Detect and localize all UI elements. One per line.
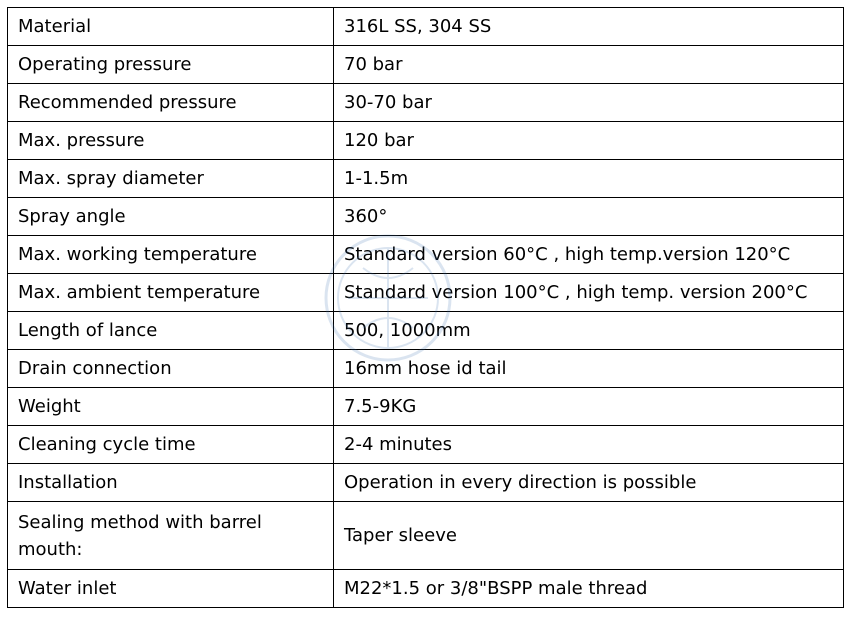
table-row: Weight 7.5-9KG [7, 387, 844, 426]
row-label: Installation [7, 463, 334, 502]
row-label: Length of lance [7, 311, 334, 350]
table-row: Max. pressure 120 bar [7, 121, 844, 160]
row-label: Material [7, 7, 334, 46]
table-row: Max. ambient temperature Standard versio… [7, 273, 844, 312]
row-value: 7.5-9KG [333, 387, 844, 426]
table-row: Max. spray diameter 1-1.5m [7, 159, 844, 198]
row-value: 16mm hose id tail [333, 349, 844, 388]
table-row: Installation Operation in every directio… [7, 463, 844, 502]
table-row: Cleaning cycle time 2-4 minutes [7, 425, 844, 464]
row-value: 360° [333, 197, 844, 236]
row-value: 120 bar [333, 121, 844, 160]
row-label: Spray angle [7, 197, 334, 236]
table-row: Max. working temperature Standard versio… [7, 235, 844, 274]
row-value: 316L SS, 304 SS [333, 7, 844, 46]
row-label: Cleaning cycle time [7, 425, 334, 464]
table-row: Recommended pressure 30-70 bar [7, 83, 844, 122]
row-value: 70 bar [333, 45, 844, 84]
table-row: Water inlet M22*1.5 or 3/8"BSPP male thr… [7, 569, 844, 608]
row-value: Operation in every direction is possible [333, 463, 844, 502]
row-value: 30-70 bar [333, 83, 844, 122]
row-label: Max. pressure [7, 121, 334, 160]
table-row: Length of lance 500, 1000mm [7, 311, 844, 350]
row-value: Taper sleeve [333, 501, 844, 570]
table-row: Material 316L SS, 304 SS [7, 7, 844, 46]
row-value: M22*1.5 or 3/8"BSPP male thread [333, 569, 844, 608]
row-value: Standard version 60°C , high temp.versio… [333, 235, 844, 274]
row-label: Operating pressure [7, 45, 334, 84]
table-row: Operating pressure 70 bar [7, 45, 844, 84]
table-row: Sealing method with barrel mouth: Taper … [7, 501, 844, 570]
row-label: Weight [7, 387, 334, 426]
table-row: Spray angle 360° [7, 197, 844, 236]
table-row: Drain connection 16mm hose id tail [7, 349, 844, 388]
row-label: Drain connection [7, 349, 334, 388]
row-value: 500, 1000mm [333, 311, 844, 350]
row-label: Water inlet [7, 569, 334, 608]
row-label: Max. working temperature [7, 235, 334, 274]
row-label: Recommended pressure [7, 83, 334, 122]
row-value: Standard version 100°C , high temp. vers… [333, 273, 844, 312]
row-label: Max. ambient temperature [7, 273, 334, 312]
row-value: 2-4 minutes [333, 425, 844, 464]
row-label: Max. spray diameter [7, 159, 334, 198]
row-value: 1-1.5m [333, 159, 844, 198]
row-label: Sealing method with barrel mouth: [7, 501, 334, 570]
spec-table: Material 316L SS, 304 SS Operating press… [7, 7, 844, 608]
